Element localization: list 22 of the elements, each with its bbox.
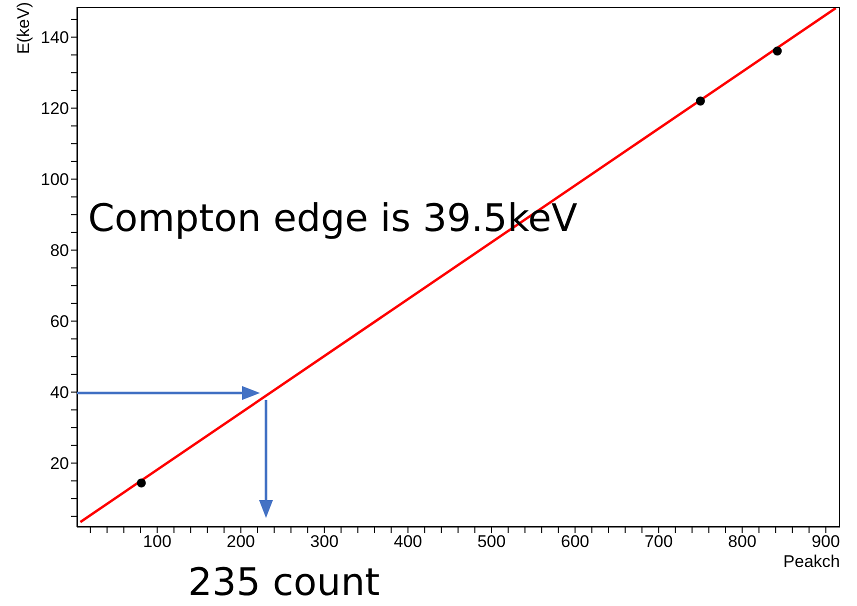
y-tick-label: 100	[40, 170, 69, 190]
point	[136, 478, 146, 488]
x-axis-title: Peakch	[783, 552, 840, 572]
point	[772, 46, 782, 56]
x-tick-label: 100	[143, 532, 172, 552]
x-tick-label: 400	[394, 532, 422, 552]
x-tick-label: 200	[226, 532, 255, 552]
x-tick-label: 700	[644, 532, 673, 552]
x-tick-label: 600	[560, 532, 590, 552]
y-tick-label: 20	[50, 454, 69, 474]
y-tick-label: 80	[50, 241, 69, 260]
x-tick-label: 300	[310, 532, 339, 552]
y-tick-label: 60	[50, 312, 69, 332]
x-tick-label: 500	[477, 532, 506, 552]
x-tick-label: 900	[812, 532, 840, 552]
x-tick-label: 800	[728, 532, 756, 552]
y-axis-title: E(keV)	[14, 2, 34, 54]
y-tick-label: 140	[40, 28, 69, 48]
text: 235 count	[188, 560, 380, 604]
y-tick-label: 120	[40, 99, 69, 118]
point	[696, 96, 705, 106]
y-tick-label: 40	[50, 383, 69, 402]
